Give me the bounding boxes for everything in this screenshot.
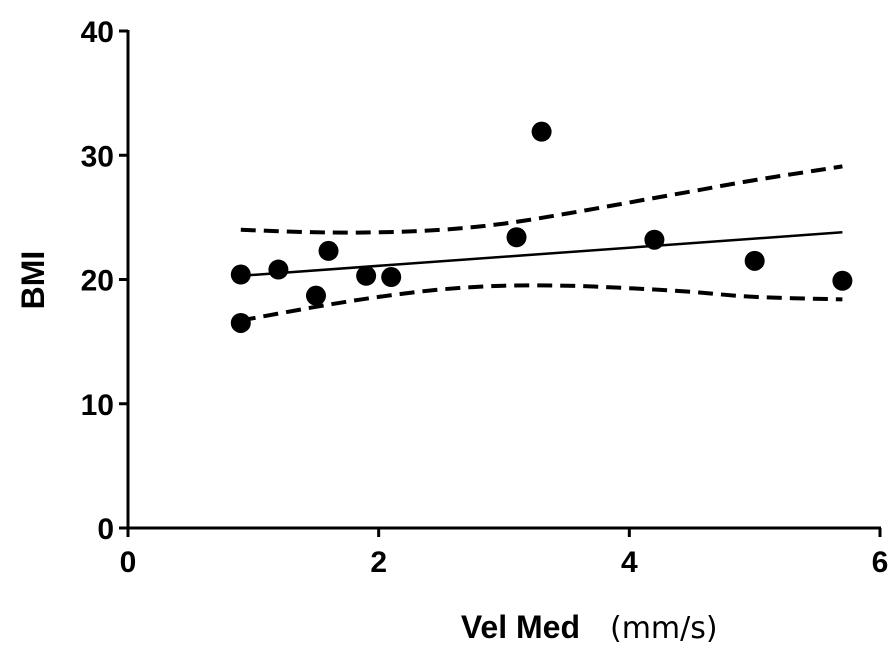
confidence-band-lower bbox=[240, 283, 843, 323]
data-point bbox=[744, 250, 765, 271]
regression-fit bbox=[240, 231, 843, 278]
y-tick-label: 30 bbox=[81, 140, 114, 173]
y-tick-label: 20 bbox=[81, 265, 114, 298]
confidence-bands bbox=[240, 164, 843, 323]
data-point bbox=[531, 121, 552, 142]
data-point bbox=[230, 312, 251, 333]
data-point bbox=[268, 259, 289, 280]
data-point bbox=[506, 227, 527, 248]
y-tick-label: 0 bbox=[97, 513, 114, 546]
y-axis-title: BMI bbox=[15, 251, 51, 310]
data-point bbox=[381, 267, 402, 288]
regression-line bbox=[240, 231, 843, 278]
x-axis-unit: (mm/s) bbox=[610, 611, 718, 646]
y-tick-label: 40 bbox=[81, 16, 114, 49]
data-point bbox=[644, 229, 665, 250]
data-point bbox=[306, 285, 326, 306]
x-axis-ticks: 0 2 4 6 bbox=[120, 528, 889, 579]
data-point bbox=[356, 265, 377, 286]
data-point bbox=[832, 270, 853, 291]
data-point bbox=[230, 264, 251, 285]
x-axis-title: Vel Med bbox=[461, 609, 580, 645]
x-tick-label: 6 bbox=[872, 546, 889, 579]
data-point bbox=[318, 240, 339, 261]
y-tick-label: 10 bbox=[81, 389, 114, 422]
y-axis-ticks: 0 10 20 30 40 bbox=[81, 16, 128, 546]
x-tick-label: 0 bbox=[120, 546, 137, 579]
x-tick-label: 4 bbox=[621, 546, 638, 579]
x-tick-label: 2 bbox=[370, 546, 387, 579]
data-points bbox=[230, 121, 853, 333]
confidence-band-upper bbox=[240, 164, 843, 235]
